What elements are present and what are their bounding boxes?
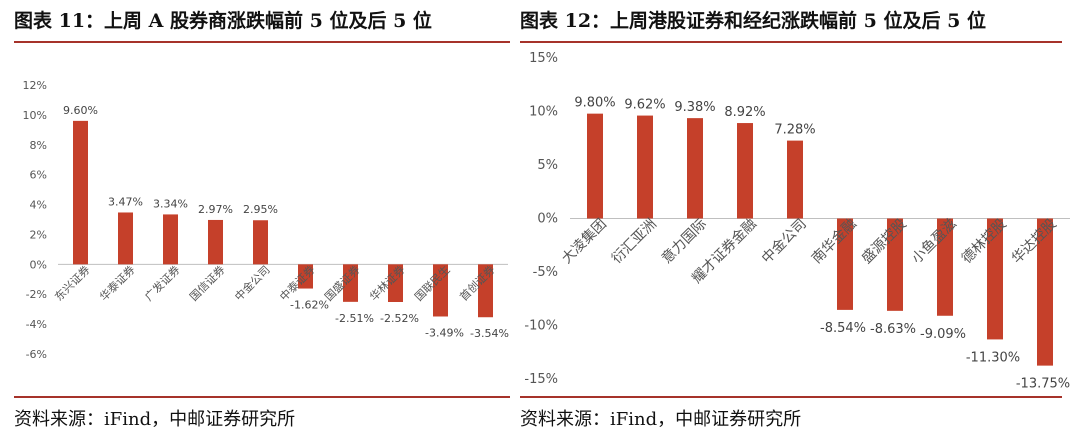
y-tick-label: -5% (533, 265, 558, 280)
y-tick-label: 0% (30, 258, 47, 271)
y-tick-label: -6% (26, 348, 47, 361)
data-label: 3.34% (153, 197, 188, 210)
bar (637, 115, 653, 219)
data-label: -8.63% (870, 322, 916, 337)
category-label: 华泰证券 (97, 263, 138, 304)
chart-title-left: 图表 11：上周 A 股券商涨跌幅前 5 位及后 5 位 (14, 10, 432, 32)
bar (478, 264, 493, 318)
data-label: -3.49% (425, 326, 464, 339)
y-tick-label: 15% (529, 51, 558, 66)
data-label: 9.38% (674, 100, 715, 115)
data-label: -2.51% (335, 312, 374, 325)
category-label: 广发证券 (142, 263, 183, 304)
bar (737, 123, 753, 219)
data-label: 9.62% (624, 98, 665, 113)
data-label: -13.75% (1016, 377, 1070, 392)
chart-title-right: 图表 12：上周港股证券和经纪涨跌幅前 5 位及后 5 位 (520, 10, 986, 32)
chart-panel-left: 图表 11：上周 A 股券商涨跌幅前 5 位及后 5 位 -6% -4% -2% 0%… (0, 0, 520, 442)
bar (887, 218, 903, 311)
y-tick-label: 12% (23, 79, 47, 92)
y-tick-label: 2% (30, 228, 47, 241)
y-tick-label: 8% (30, 139, 47, 152)
y-tick-label: 0% (537, 212, 558, 227)
data-label: 3.47% (108, 195, 143, 208)
category-label: 衍汇亚洲 (609, 216, 660, 267)
bar (388, 264, 403, 302)
y-tick-label: -15% (524, 372, 558, 387)
data-label: -8.54% (820, 321, 866, 336)
bar (298, 264, 313, 289)
y-tick-label: -10% (524, 319, 558, 334)
bar (73, 120, 88, 265)
y-tick-label: -4% (26, 318, 47, 331)
bar (208, 219, 223, 265)
bar (587, 113, 603, 219)
title-rule-left (14, 41, 510, 43)
category-label: 中金公司 (759, 216, 810, 267)
bar (687, 118, 703, 219)
bar (787, 140, 803, 219)
category-label: 中金公司 (232, 263, 273, 304)
bar (987, 218, 1003, 340)
y-tick-label: -2% (26, 288, 47, 301)
chart-panel-right: 图表 12：上周港股证券和经纪涨跌幅前 5 位及后 5 位 -15% -10% -5… (520, 0, 1080, 442)
bar (163, 214, 178, 265)
bar (837, 218, 853, 310)
bar (433, 264, 448, 317)
source-rule-left (14, 396, 510, 398)
y-tick-label: 5% (537, 158, 558, 173)
bar-chart-left: -6% -4% -2% 0% 2% 4% 6% 8% 10% 12% 9.60% 东兴证券 3.47% 华… (23, 79, 509, 361)
bar (118, 212, 133, 265)
y-tick-label: 4% (30, 199, 47, 212)
title-rule-right (520, 41, 1062, 43)
data-label: -1.62% (290, 299, 329, 312)
bar (343, 264, 358, 302)
data-label: -3.54% (470, 327, 509, 340)
data-label: 8.92% (724, 105, 765, 120)
category-label: 大凌集团 (558, 215, 610, 267)
y-tick-label: 6% (30, 169, 47, 182)
category-label: 国信证券 (187, 263, 228, 304)
data-label: 2.95% (243, 203, 278, 216)
source-note-left: 资料来源：iFind，中邮证券研究所 (14, 409, 296, 430)
bar-chart-right: -15% -10% -5% 0% 5% 10% 15% 9.80% 大凌集团 9.62% 衍汇亚洲 9… (524, 51, 1070, 392)
bar (937, 218, 953, 316)
data-label: -9.09% (920, 327, 966, 342)
data-label: 2.97% (198, 203, 233, 216)
source-note-right: 资料来源：iFind，中邮证券研究所 (520, 409, 802, 430)
data-label: 7.28% (774, 123, 815, 138)
data-label: 9.80% (574, 96, 615, 111)
category-label: 意力国际 (658, 215, 710, 267)
y-tick-label: 10% (529, 105, 558, 120)
y-tick-label: 10% (23, 109, 47, 122)
category-label: 东兴证券 (52, 263, 93, 304)
data-label: -11.30% (966, 350, 1020, 365)
data-label: 9.60% (63, 104, 98, 117)
data-label: -2.52% (380, 312, 419, 325)
bar (1037, 218, 1053, 366)
bar (253, 220, 268, 265)
source-rule-right (520, 396, 1062, 398)
